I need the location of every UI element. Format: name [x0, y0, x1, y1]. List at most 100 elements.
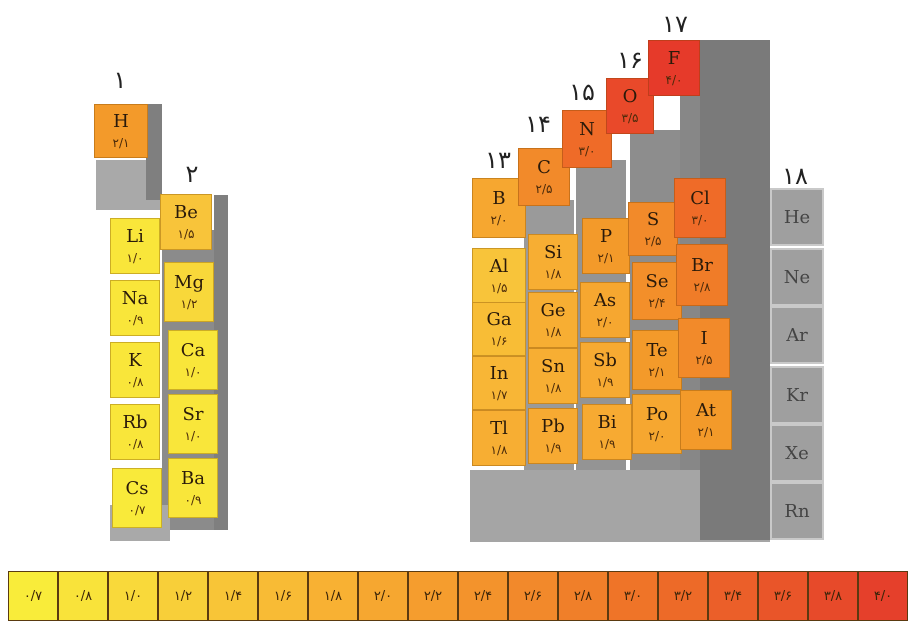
scale-swatch: ۲/۰	[358, 571, 408, 621]
element-tile-al: Al ۱/۵	[472, 248, 526, 304]
element-tile-tl: Tl ۱/۸	[472, 410, 526, 466]
electronegativity-value: ۱/۲	[180, 296, 198, 311]
electronegativity-value: ۲/۵	[644, 233, 662, 248]
element-tile-te: Te ۲/۱	[632, 330, 682, 390]
element-symbol: Rn	[784, 500, 810, 522]
element-tile-ca: Ca ۱/۰	[168, 330, 218, 390]
element-tile-h: H ۲/۱	[94, 104, 148, 158]
element-tile-n: N ۳/۰	[562, 110, 612, 168]
element-symbol: Na	[121, 287, 149, 309]
element-symbol: In	[489, 362, 509, 384]
element-symbol: Se	[645, 270, 669, 292]
element-tile-rb: Rb ۰/۸	[110, 404, 160, 460]
element-tile-na: Na ۰/۹	[110, 280, 160, 336]
element-tile-ne: Ne	[770, 248, 824, 306]
element-symbol: Kr	[785, 384, 809, 406]
element-symbol: C	[537, 156, 551, 178]
element-tile-br: Br ۲/۸	[676, 244, 728, 306]
electronegativity-value: ۲/۱	[597, 250, 615, 265]
element-symbol: Be	[174, 201, 198, 223]
element-symbol: Br	[691, 254, 713, 276]
element-tile-sn: Sn ۱/۸	[528, 348, 578, 404]
electronegativity-color-scale: ۰/۷ ۰/۸ ۱/۰ ۱/۲ ۱/۴ ۱/۶ ۱/۸ ۲/۰ ۲/۲ ۲/۴ ۲/۶ ۲/۸ ۳/۰ ۳…	[8, 571, 908, 621]
element-symbol: S	[646, 208, 660, 230]
element-tile-sr: Sr ۱/۰	[168, 394, 218, 454]
element-tile-xe: Xe	[770, 424, 824, 482]
element-symbol: Pb	[541, 415, 565, 437]
scale-swatch: ۱/۰	[108, 571, 158, 621]
electronegativity-value: ۱/۷	[490, 387, 508, 402]
electronegativity-value: ۲/۱	[697, 424, 715, 439]
element-symbol: Po	[645, 403, 669, 425]
element-tile-ge: Ge ۱/۸	[528, 292, 578, 348]
element-symbol: O	[622, 85, 638, 107]
scale-swatch: ۱/۶	[258, 571, 308, 621]
group-number-13: ۱۳	[485, 146, 511, 174]
element-tile-kr: Kr	[770, 366, 824, 424]
electronegativity-value: ۰/۹	[184, 492, 202, 507]
electronegativity-value: ۱/۸	[490, 442, 508, 457]
electronegativity-value: ۲/۱	[648, 364, 666, 379]
element-tile-s: S ۲/۵	[628, 202, 678, 256]
element-symbol: Li	[126, 225, 144, 247]
element-symbol: Te	[646, 339, 668, 361]
element-tile-o: O ۳/۵	[606, 78, 654, 134]
element-tile-sb: Sb ۱/۹	[580, 342, 630, 398]
element-symbol: Si	[543, 241, 563, 263]
electronegativity-value: ۲/۰	[490, 212, 508, 227]
element-symbol: Cl	[690, 187, 710, 209]
electronegativity-value: ۱/۹	[598, 436, 616, 451]
electronegativity-value: ۱/۸	[544, 380, 562, 395]
element-tile-at: At ۲/۱	[680, 390, 732, 450]
group-number-1: ۱	[113, 66, 127, 94]
electronegativity-value: ۲/۱	[112, 135, 130, 150]
element-symbol: Ga	[486, 308, 512, 330]
element-tile-po: Po ۲/۰	[632, 394, 682, 454]
scale-swatch: ۰/۷	[8, 571, 58, 621]
element-tile-b: B ۲/۰	[472, 178, 526, 238]
electronegativity-value: ۲/۵	[535, 181, 553, 196]
group-number-16: ۱۶	[617, 46, 643, 74]
element-tile-mg: Mg ۱/۲	[164, 262, 214, 322]
scale-swatch: ۳/۴	[708, 571, 758, 621]
element-symbol: Sb	[593, 349, 617, 371]
element-symbol: B	[492, 187, 506, 209]
scale-swatch: ۲/۸	[558, 571, 608, 621]
electronegativity-value: ۲/۰	[596, 314, 614, 329]
electronegativity-value: ۳/۰	[691, 212, 709, 227]
element-tile-f: F ۴/۰	[648, 40, 700, 96]
electronegativity-value: ۲/۵	[695, 352, 713, 367]
element-symbol: Mg	[174, 271, 204, 293]
element-symbol: Tl	[490, 417, 508, 439]
element-tile-li: Li ۱/۰	[110, 218, 160, 274]
element-tile-rn: Rn	[770, 482, 824, 540]
electronegativity-value: ۲/۰	[648, 428, 666, 443]
element-symbol: Ne	[783, 266, 811, 288]
element-symbol: P	[599, 225, 613, 247]
scale-swatch: ۰/۸	[58, 571, 108, 621]
electronegativity-value: ۱/۰	[184, 364, 202, 379]
element-tile-cs: Cs ۰/۷	[112, 468, 162, 528]
element-symbol: F	[667, 47, 681, 69]
scale-swatch: ۳/۶	[758, 571, 808, 621]
element-symbol: K	[128, 349, 142, 371]
electronegativity-value: ۱/۵	[490, 280, 508, 295]
element-tile-ba: Ba ۰/۹	[168, 458, 218, 518]
scale-swatch: ۱/۲	[158, 571, 208, 621]
element-symbol: Sn	[541, 355, 565, 377]
electronegativity-value: ۲/۸	[693, 279, 711, 294]
element-tile-si: Si ۱/۸	[528, 234, 578, 290]
element-tile-be: Be ۱/۵	[160, 194, 212, 250]
element-tile-i: I ۲/۵	[678, 318, 730, 378]
element-symbol: He	[783, 206, 811, 228]
electronegativity-value: ۱/۸	[544, 324, 562, 339]
element-tile-ar: Ar	[770, 306, 824, 364]
group-number-14: ۱۴	[525, 110, 551, 138]
element-symbol: Rb	[122, 411, 148, 433]
element-tile-he: He	[770, 188, 824, 246]
electronegativity-value: ۱/۰	[184, 428, 202, 443]
scale-swatch: ۴/۰	[858, 571, 908, 621]
electronegativity-value: ۱/۰	[126, 250, 144, 265]
electronegativity-value: ۱/۹	[544, 440, 562, 455]
